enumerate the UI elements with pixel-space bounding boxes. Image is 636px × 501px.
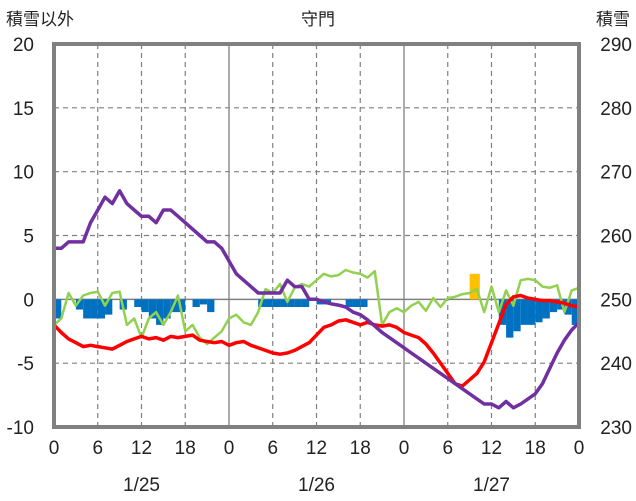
precip-bar (360, 299, 368, 307)
y-tick-left: 15 (13, 99, 34, 120)
date-label: 1/27 (473, 475, 510, 496)
y-axis-right-label: 積雪 (596, 10, 630, 30)
y-tick-right: 250 (600, 290, 632, 311)
precip-bar (141, 299, 149, 313)
precip-bar (83, 299, 91, 319)
precip-bar (287, 299, 295, 307)
x-tick: 18 (175, 438, 196, 459)
precip-bar (301, 299, 310, 307)
x-tick: 0 (49, 438, 60, 459)
precip-bar (105, 299, 113, 315)
x-tick: 12 (131, 438, 152, 459)
x-tick: 6 (267, 438, 278, 459)
precip-bar (148, 299, 157, 319)
y-tick-left: -10 (7, 418, 34, 439)
precip-bar (571, 299, 579, 325)
precip-bar (265, 299, 273, 307)
x-tick: 6 (92, 438, 103, 459)
precip-bar (207, 299, 215, 313)
grid-lines (54, 44, 579, 427)
precip-bar (177, 299, 186, 313)
y-tick-left: 0 (23, 290, 34, 311)
precip-bar (163, 299, 171, 319)
line-series (52, 189, 581, 410)
temperature-line (52, 293, 581, 388)
date-label: 1/26 (298, 475, 335, 496)
precip-bar (345, 299, 353, 307)
precip-bar (90, 299, 98, 319)
precip-bar (280, 299, 288, 307)
x-tick: 0 (224, 438, 235, 459)
precip-bar (97, 299, 106, 319)
y-axis-left-label: 積雪以外 (6, 10, 74, 30)
y-tick-left: 10 (13, 163, 34, 184)
x-tick: 12 (306, 438, 327, 459)
precip-bar (54, 299, 62, 319)
chart-title: 守門 (301, 10, 335, 30)
precip-bar (557, 299, 565, 310)
y-tick-right: 290 (600, 35, 632, 56)
precip-bar (535, 299, 543, 323)
x-tick: 18 (350, 438, 371, 459)
plot-frame (52, 42, 581, 429)
y-tick-right: 260 (600, 227, 632, 248)
y-tick-right: 270 (600, 163, 632, 184)
x-tick: 0 (399, 438, 410, 459)
precip-bar (520, 299, 528, 325)
precip-bar (506, 299, 514, 338)
precip-bar (352, 299, 361, 307)
precip-bar (134, 299, 142, 307)
x-tick: 0 (574, 438, 585, 459)
precip-bar (564, 299, 572, 315)
precip-bar-highlight (469, 273, 480, 300)
y-tick-left: -5 (17, 354, 34, 375)
precip-bar (294, 299, 302, 307)
precip-bar (75, 299, 84, 310)
precip-bar (272, 299, 281, 307)
precip-bar (156, 299, 164, 325)
y-tick-right: 240 (600, 354, 632, 375)
date-label: 1/25 (123, 475, 160, 496)
y-tick-left: 5 (23, 227, 34, 248)
precip-bar (199, 299, 208, 305)
x-tick: 12 (481, 438, 502, 459)
precip-bar (549, 299, 558, 313)
y-tick-right: 230 (600, 418, 632, 439)
y-tick-right: 280 (600, 99, 632, 120)
precip-bar (513, 299, 521, 332)
snow-depth-line (52, 189, 581, 410)
tick-labels: 20 15 10 5 0 -5 -10 290 280 270 260 250 240 230 0 6 12 18… (7, 35, 632, 496)
precip-bar (527, 299, 536, 325)
x-tick: 6 (442, 438, 453, 459)
precip-bar (542, 299, 550, 319)
precip-bar (192, 299, 200, 307)
y-tick-left: 20 (13, 35, 34, 56)
x-tick: 18 (525, 438, 546, 459)
